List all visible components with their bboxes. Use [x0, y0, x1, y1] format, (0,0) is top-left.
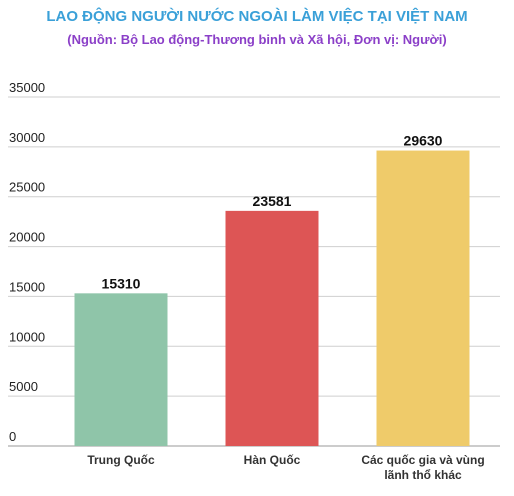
y-tick-label: 35000: [9, 80, 45, 95]
y-tick-label: 20000: [9, 230, 45, 245]
category-label: lãnh thổ khác: [384, 468, 462, 482]
chart-title: LAO ĐỘNG NGƯỜI NƯỚC NGOÀI LÀM VIỆC TẠI V…: [46, 8, 468, 25]
data-label: 23581: [253, 193, 292, 209]
category-label: Các quốc gia và vùng: [361, 453, 484, 467]
bar: [74, 293, 168, 446]
category-label: Trung Quốc: [87, 453, 155, 467]
bar: [225, 210, 319, 446]
y-tick-label: 0: [9, 429, 16, 444]
y-tick-label: 15000: [9, 279, 45, 294]
y-tick-label: 10000: [9, 329, 45, 344]
data-label: 29630: [404, 133, 443, 149]
data-label: 15310: [102, 275, 141, 291]
bar: [376, 150, 470, 446]
y-tick-label: 25000: [9, 180, 45, 195]
category-label: Hàn Quốc: [244, 453, 301, 467]
y-tick-label: 30000: [9, 130, 45, 145]
chart-subtitle: (Nguồn: Bộ Lao động-Thương binh và Xã hộ…: [67, 32, 447, 47]
y-tick-label: 5000: [9, 379, 38, 394]
